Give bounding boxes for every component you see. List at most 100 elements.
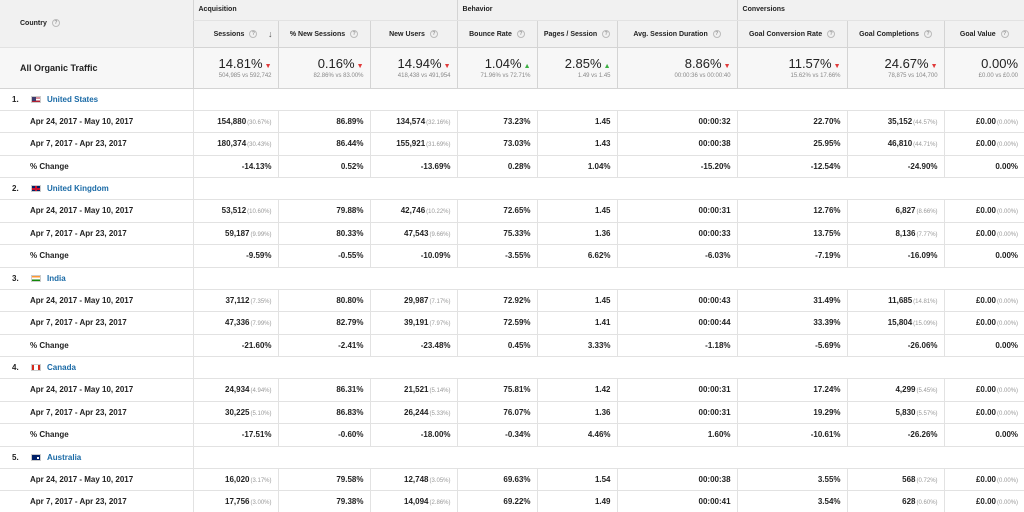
help-icon[interactable]: ? [1000,29,1009,38]
country-link[interactable]: Australia [47,452,82,462]
metric-cell: £0.00(0.00%) [943,289,1024,312]
metric-cell: -24.90% [846,155,945,178]
metric-share: (14.81%) [913,298,938,305]
column-header[interactable]: Goal Completions? [846,20,945,48]
metric-share: (15.09%) [913,321,938,328]
metric-cell: 35,152(44.57%) [846,110,945,133]
metric-cell: 19.29% [736,401,848,424]
table-row: % Change -17.51% -0.60% -18.00% -0.34% 4.46% 1… [0,423,1024,447]
metric-value: 00:00:33 [698,228,731,238]
decrease-arrow-icon: ▼ [443,63,451,70]
metric-value: -21.60% [241,340,272,350]
decrease-arrow-icon: ▼ [264,63,272,70]
country-link[interactable]: United States [47,94,99,104]
metric-cell: 00:00:31 [616,378,738,402]
metric-value: 31.49% [813,295,841,305]
help-icon[interactable]: ? [429,29,438,38]
metric-value: 80.80% [336,295,364,305]
column-header[interactable]: Goal Conversion Rate? [736,20,848,48]
help-icon[interactable]: ? [923,29,932,38]
metric-share: (2.86%) [429,500,451,507]
metric-cell: -10.09% [369,244,458,268]
metric-value: 0.28% [507,161,531,171]
metric-value: £0.00 [975,139,997,149]
help-icon[interactable]: ? [602,29,611,38]
sort-descending-icon[interactable]: ↓ [268,28,273,39]
column-header[interactable]: Avg. Session Duration? [616,20,738,48]
decrease-arrow-icon: ▼ [356,63,364,70]
metric-value: 6.62% [587,251,611,261]
country-row: 4. Canada [0,356,1024,379]
column-header[interactable]: Pages / Session? [536,20,618,48]
metric-cell: -12.54% [736,155,848,178]
metric-value: 82.79% [336,318,364,328]
country-link[interactable]: Canada [47,363,76,372]
metric-share: (9.99%) [250,231,272,238]
date-range-label: Apr 24, 2017 - May 10, 2017 [0,468,193,491]
metric-cell: -0.55% [277,244,370,268]
metric-value: 180,374 [217,139,247,149]
column-header-label: % New Sessions [289,30,346,38]
country-link[interactable]: United Kingdom [47,184,109,193]
metric-value: -16.09% [907,251,938,261]
metric-cell: 76.07% [456,401,538,424]
metric-value: 00:00:31 [698,206,731,216]
date-range-label: % Change [0,244,193,268]
column-header[interactable]: New Users? [369,20,458,48]
metric-cell: 00:00:38 [616,132,738,156]
metric-value: 26,244 [404,407,429,417]
metric-cell: -7.19% [736,244,848,268]
metric-share: (44.71%) [913,142,938,149]
metric-value: -0.34% [505,430,531,440]
column-header[interactable]: Sessions? ↓ [192,20,278,48]
country-cell: 3. India [0,267,193,290]
metric-cell: 42,746(10.22%) [369,199,458,223]
country-cell: 2. United Kingdom [0,177,193,200]
country-row: 5. Australia [0,446,1024,469]
metric-cell: -6.03% [616,244,738,268]
country-spacer [192,446,1024,469]
metric-cell: 14,094(2.86%) [369,490,458,512]
column-header[interactable]: Bounce Rate? [456,20,538,48]
metric-cell: 17.24% [736,378,848,402]
metric-value: 80.33% [336,228,364,238]
help-icon[interactable]: ? [350,29,359,38]
metric-cell: 1.45 [536,289,618,312]
metric-value: -2.41% [338,340,364,350]
help-icon[interactable]: ? [827,29,836,38]
metric-share: (0.00%) [997,298,1019,305]
metric-value: 86.31% [336,385,364,395]
metric-value: 4,299 [895,385,916,395]
date-range-label: % Change [0,334,193,357]
metric-cell: 0.00% [943,334,1024,357]
column-header[interactable]: Goal Value? [943,20,1024,48]
summary-comparison: 504,985 vs 592,742 [218,73,272,79]
help-icon[interactable]: ? [516,29,525,38]
country-header[interactable]: Country? [0,0,193,48]
metric-cell: 79.88% [277,199,370,223]
column-header-label: New Users [389,30,425,38]
date-range-label: Apr 7, 2017 - Apr 23, 2017 [0,490,193,512]
help-icon[interactable]: ? [249,29,258,38]
metric-share: (4.94%) [250,388,272,395]
summary-comparison: 418,438 vs 491,954 [397,73,451,79]
help-icon[interactable]: ? [712,29,721,38]
summary-cell: 2.85% ▲ 1.49 vs 1.45 [536,47,618,89]
column-header[interactable]: % New Sessions? [277,20,370,48]
metric-cell: 33.39% [736,311,848,335]
metric-value: £0.00 [975,206,997,216]
help-icon[interactable]: ? [51,19,60,28]
date-range-label: Apr 7, 2017 - Apr 23, 2017 [0,311,193,335]
metric-value: 73.03% [503,139,531,149]
metric-value: 134,574 [396,116,426,126]
metric-cell: 628(0.60%) [846,490,945,512]
metric-share: (0.00%) [997,321,1019,328]
country-link[interactable]: India [47,273,66,283]
summary-comparison: £0.00 vs £0.00 [978,73,1019,79]
summary-change: 8.86% [684,56,722,71]
metric-value: -9.59% [246,251,272,261]
metric-value: 3.33% [587,340,611,350]
group-behavior: Behavior [456,0,738,21]
metric-value: 1.36 [594,228,611,238]
metric-cell: -9.59% [192,244,278,268]
